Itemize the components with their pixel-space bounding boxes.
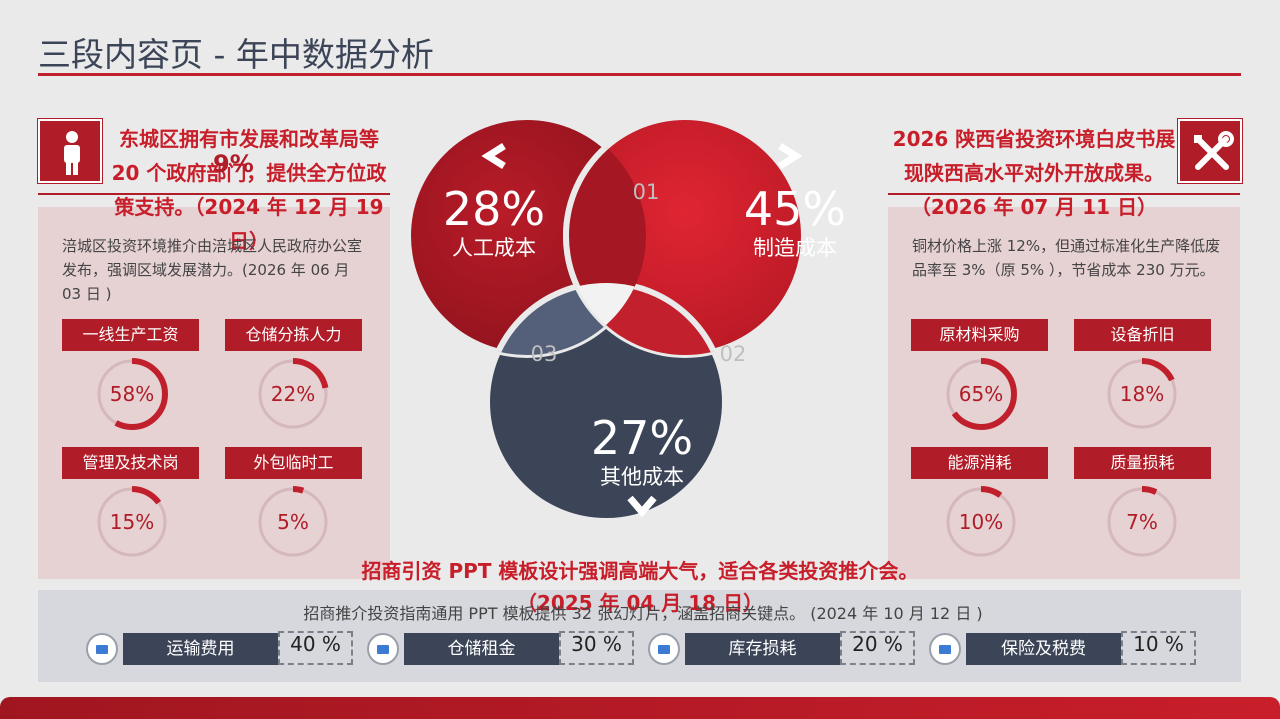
right-ring-1-value: 65% — [958, 382, 1004, 406]
ring-progress — [257, 358, 329, 430]
right-tag-4: 质量损耗 — [1074, 447, 1211, 479]
left-ring-1: 58% — [95, 357, 169, 431]
category-3-value: 20 % — [840, 631, 915, 665]
category-4-value: 10 % — [1121, 631, 1196, 665]
left-panel — [38, 207, 390, 579]
left-rule — [38, 193, 390, 195]
left-ring-1-value: 58% — [109, 382, 155, 406]
venn-labor-pct: 28% — [442, 182, 546, 236]
right-ring-4: 7% — [1105, 485, 1179, 559]
left-description: 涪城区投资环境推介由涪城区人民政府办公室发布，强调区域发展潜力。(2026 年 … — [62, 237, 363, 303]
left-ring-3-value: 15% — [109, 510, 155, 534]
venn-other-pct: 27% — [590, 411, 694, 465]
person-icon — [38, 119, 102, 183]
ring-progress — [1106, 358, 1178, 430]
right-description: 铜材价格上涨 12%，但通过标准化生产降低废品率至 3%（原 5% ），节省成本… — [912, 237, 1221, 279]
left-ring-4-value: 5% — [277, 510, 309, 534]
venn-num-01: 01 — [632, 180, 660, 204]
venn-num-02: 02 — [719, 342, 747, 366]
category-2-icon — [367, 633, 399, 665]
right-ring-4-value: 7% — [1126, 510, 1158, 534]
right-ring-1: 65% — [944, 357, 1018, 431]
venn-manufacturing-label: 制造成本 — [753, 236, 837, 260]
chevron-left-icon — [481, 143, 506, 169]
left-heading: 东城区拥有市发展和改革局等 20 个政府部门，提供全方位政策支持。（2024 年… — [111, 127, 387, 253]
venn-diagram: 28% 人工成本 45% 制造成本 27% 其他成本 01 02 03 — [405, 100, 846, 540]
venn-num-03: 03 — [530, 342, 558, 366]
right-ring-2: 18% — [1105, 357, 1179, 431]
category-1-icon — [86, 633, 118, 665]
category-1-value: 40 % — [278, 631, 353, 665]
left-ring-3: 15% — [95, 485, 169, 559]
footer-bar — [0, 697, 1280, 719]
right-rule — [888, 193, 1240, 195]
ring-progress — [1106, 486, 1178, 558]
venn-manufacturing-pct: 45% — [743, 182, 847, 236]
right-tag-1: 原材料采购 — [911, 319, 1048, 351]
left-tag-1: 一线生产工资 — [62, 319, 199, 351]
ring-progress — [945, 358, 1017, 430]
left-ring-2: 22% — [256, 357, 330, 431]
category-2-label: 仓储租金 — [404, 633, 559, 665]
left-tag-3: 管理及技术岗 — [62, 447, 199, 479]
tools-icon — [1178, 119, 1242, 183]
ring-progress — [96, 486, 168, 558]
category-4-label: 保险及税费 — [966, 633, 1121, 665]
category-4-icon — [929, 633, 961, 665]
right-tag-2: 设备折旧 — [1074, 319, 1211, 351]
left-overlay-pct: 9% — [213, 150, 254, 178]
ring-progress — [96, 358, 168, 430]
middle-heading: 招商引资 PPT 模板设计强调高端大气，适合各类投资推介会。（2025 年 04… — [361, 559, 919, 615]
category-3-icon — [648, 633, 680, 665]
left-ring-2-value: 22% — [270, 382, 316, 406]
category-3-label: 库存损耗 — [685, 633, 840, 665]
right-heading: 2026 陕西省投资环境白皮书展现陕西高水平对外开放成果。（2026 年 07 … — [892, 127, 1176, 219]
title-underline — [38, 73, 1241, 76]
venn-labor-label: 人工成本 — [452, 236, 536, 260]
category-1-label: 运输费用 — [123, 633, 278, 665]
ring-progress — [257, 486, 329, 558]
category-2-value: 30 % — [559, 631, 634, 665]
left-ring-4: 5% — [256, 485, 330, 559]
chevron-right-icon — [778, 143, 803, 169]
ring-progress — [945, 486, 1017, 558]
venn-other-label: 其他成本 — [600, 465, 684, 489]
middle-description: 招商推介投资指南通用 PPT 模板提供 32 张幻灯片，涵盖招商关键点。 (20… — [303, 604, 983, 623]
left-tag-2: 仓储分拣人力 — [225, 319, 362, 351]
right-ring-2-value: 18% — [1119, 382, 1165, 406]
right-ring-3-value: 10% — [958, 510, 1004, 534]
page-title: 三段内容页 - 年中数据分析 — [38, 35, 434, 74]
right-tag-3: 能源消耗 — [911, 447, 1048, 479]
right-ring-3: 10% — [944, 485, 1018, 559]
chevron-down-icon — [627, 495, 657, 518]
left-tag-4: 外包临时工 — [225, 447, 362, 479]
